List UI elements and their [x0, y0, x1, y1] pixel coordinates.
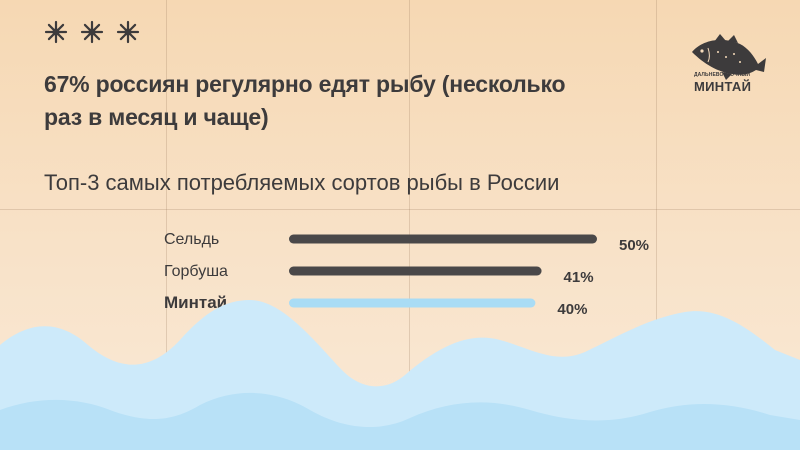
- bar: [289, 266, 542, 276]
- snowflake-icon: [44, 20, 68, 44]
- grid-line: [166, 0, 167, 450]
- grid-line: [656, 0, 657, 450]
- wave-front: [0, 392, 800, 450]
- bar: [289, 234, 597, 244]
- snowflake-icon: [116, 20, 140, 44]
- category-label: Горбуша: [164, 263, 228, 280]
- value-label: 50%: [619, 237, 649, 254]
- grid-line: [409, 0, 410, 450]
- logo-title: МИНТАЙ: [694, 79, 752, 94]
- headline: 67% россиян регулярно едят рыбу (несколь…: [44, 71, 566, 130]
- value-label: 41%: [564, 269, 594, 286]
- chart-subtitle: Топ-3 самых потребляемых сортов рыбы в Р…: [44, 170, 560, 195]
- category-label: Сельдь: [164, 231, 219, 248]
- grid-line: [0, 209, 800, 210]
- bar: [289, 298, 536, 308]
- value-label: 40%: [557, 301, 587, 318]
- fish-icon: [692, 34, 766, 80]
- logo-subtitle: ДАЛЬНЕВОСТОЧНЫЙ: [694, 72, 751, 78]
- snowflake-icon: [80, 20, 104, 44]
- category-label: Минтай: [164, 293, 227, 312]
- decorative-snowflakes: [44, 20, 140, 44]
